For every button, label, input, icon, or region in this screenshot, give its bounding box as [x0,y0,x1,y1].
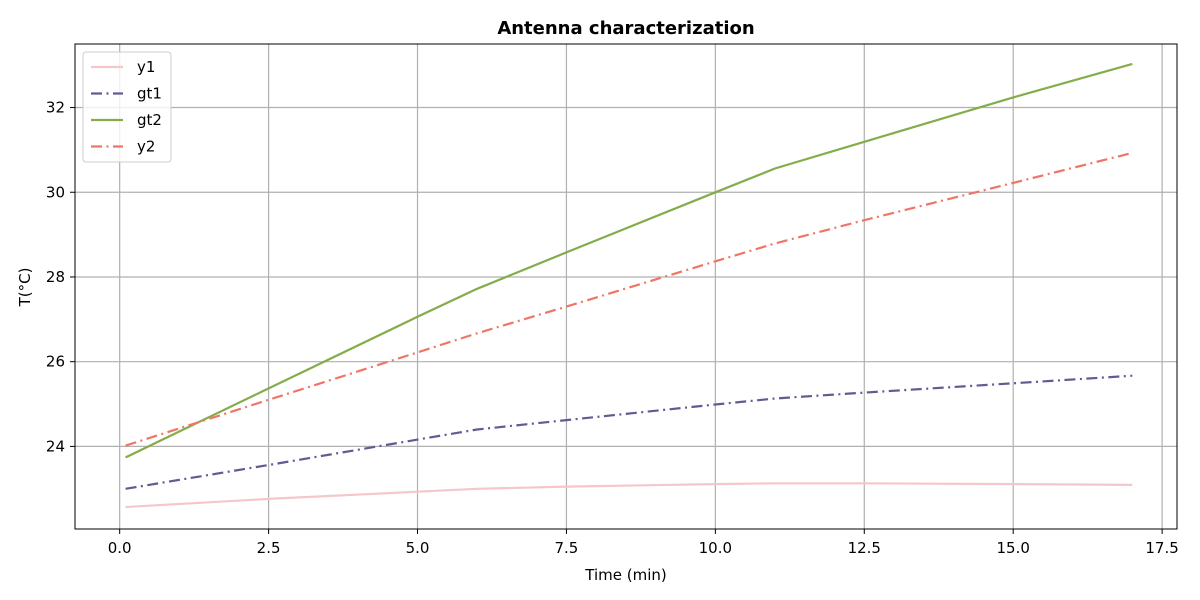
series-line-y1 [125,482,1133,509]
y-tick-label: 26 [46,353,65,371]
y-tick-label: 28 [46,268,65,286]
x-tick-label: 15.0 [996,539,1029,557]
legend-label-y2: y2 [137,138,155,156]
series-line-gt2 [125,62,1133,459]
y-tick-label: 32 [46,99,65,117]
y-axis: 24 26 28 30 32 [46,99,75,455]
x-axis-title: Time (min) [584,566,666,584]
x-tick-label: 2.5 [257,539,281,557]
x-tick-label: 7.5 [555,539,579,557]
chart-title: Antenna characterization [497,18,754,39]
grid [75,44,1177,529]
series-line-y2 [125,151,1133,447]
legend-label-gt2: gt2 [137,111,162,129]
y-tick-label: 24 [46,437,65,455]
x-tick-label: 10.0 [699,539,732,557]
legend-label-gt1: gt1 [137,85,162,103]
x-tick-label: 12.5 [848,539,881,557]
x-axis: 0.0 2.5 5.0 7.5 10.0 12.5 15.0 17.5 [108,529,1179,557]
plot-area-frame [74,43,1178,530]
x-tick-label: 17.5 [1145,539,1178,557]
x-tick-label: 5.0 [406,539,430,557]
legend-label-y1: y1 [137,58,155,76]
y-axis-title: T(°C) [16,268,34,308]
series-line-gt1 [125,374,1133,490]
y-tick-label: 30 [46,183,65,201]
legend: y1 gt1 gt2 y2 [82,51,172,163]
series-layer [125,62,1133,509]
x-tick-label: 0.0 [108,539,132,557]
legend-box [82,51,172,163]
